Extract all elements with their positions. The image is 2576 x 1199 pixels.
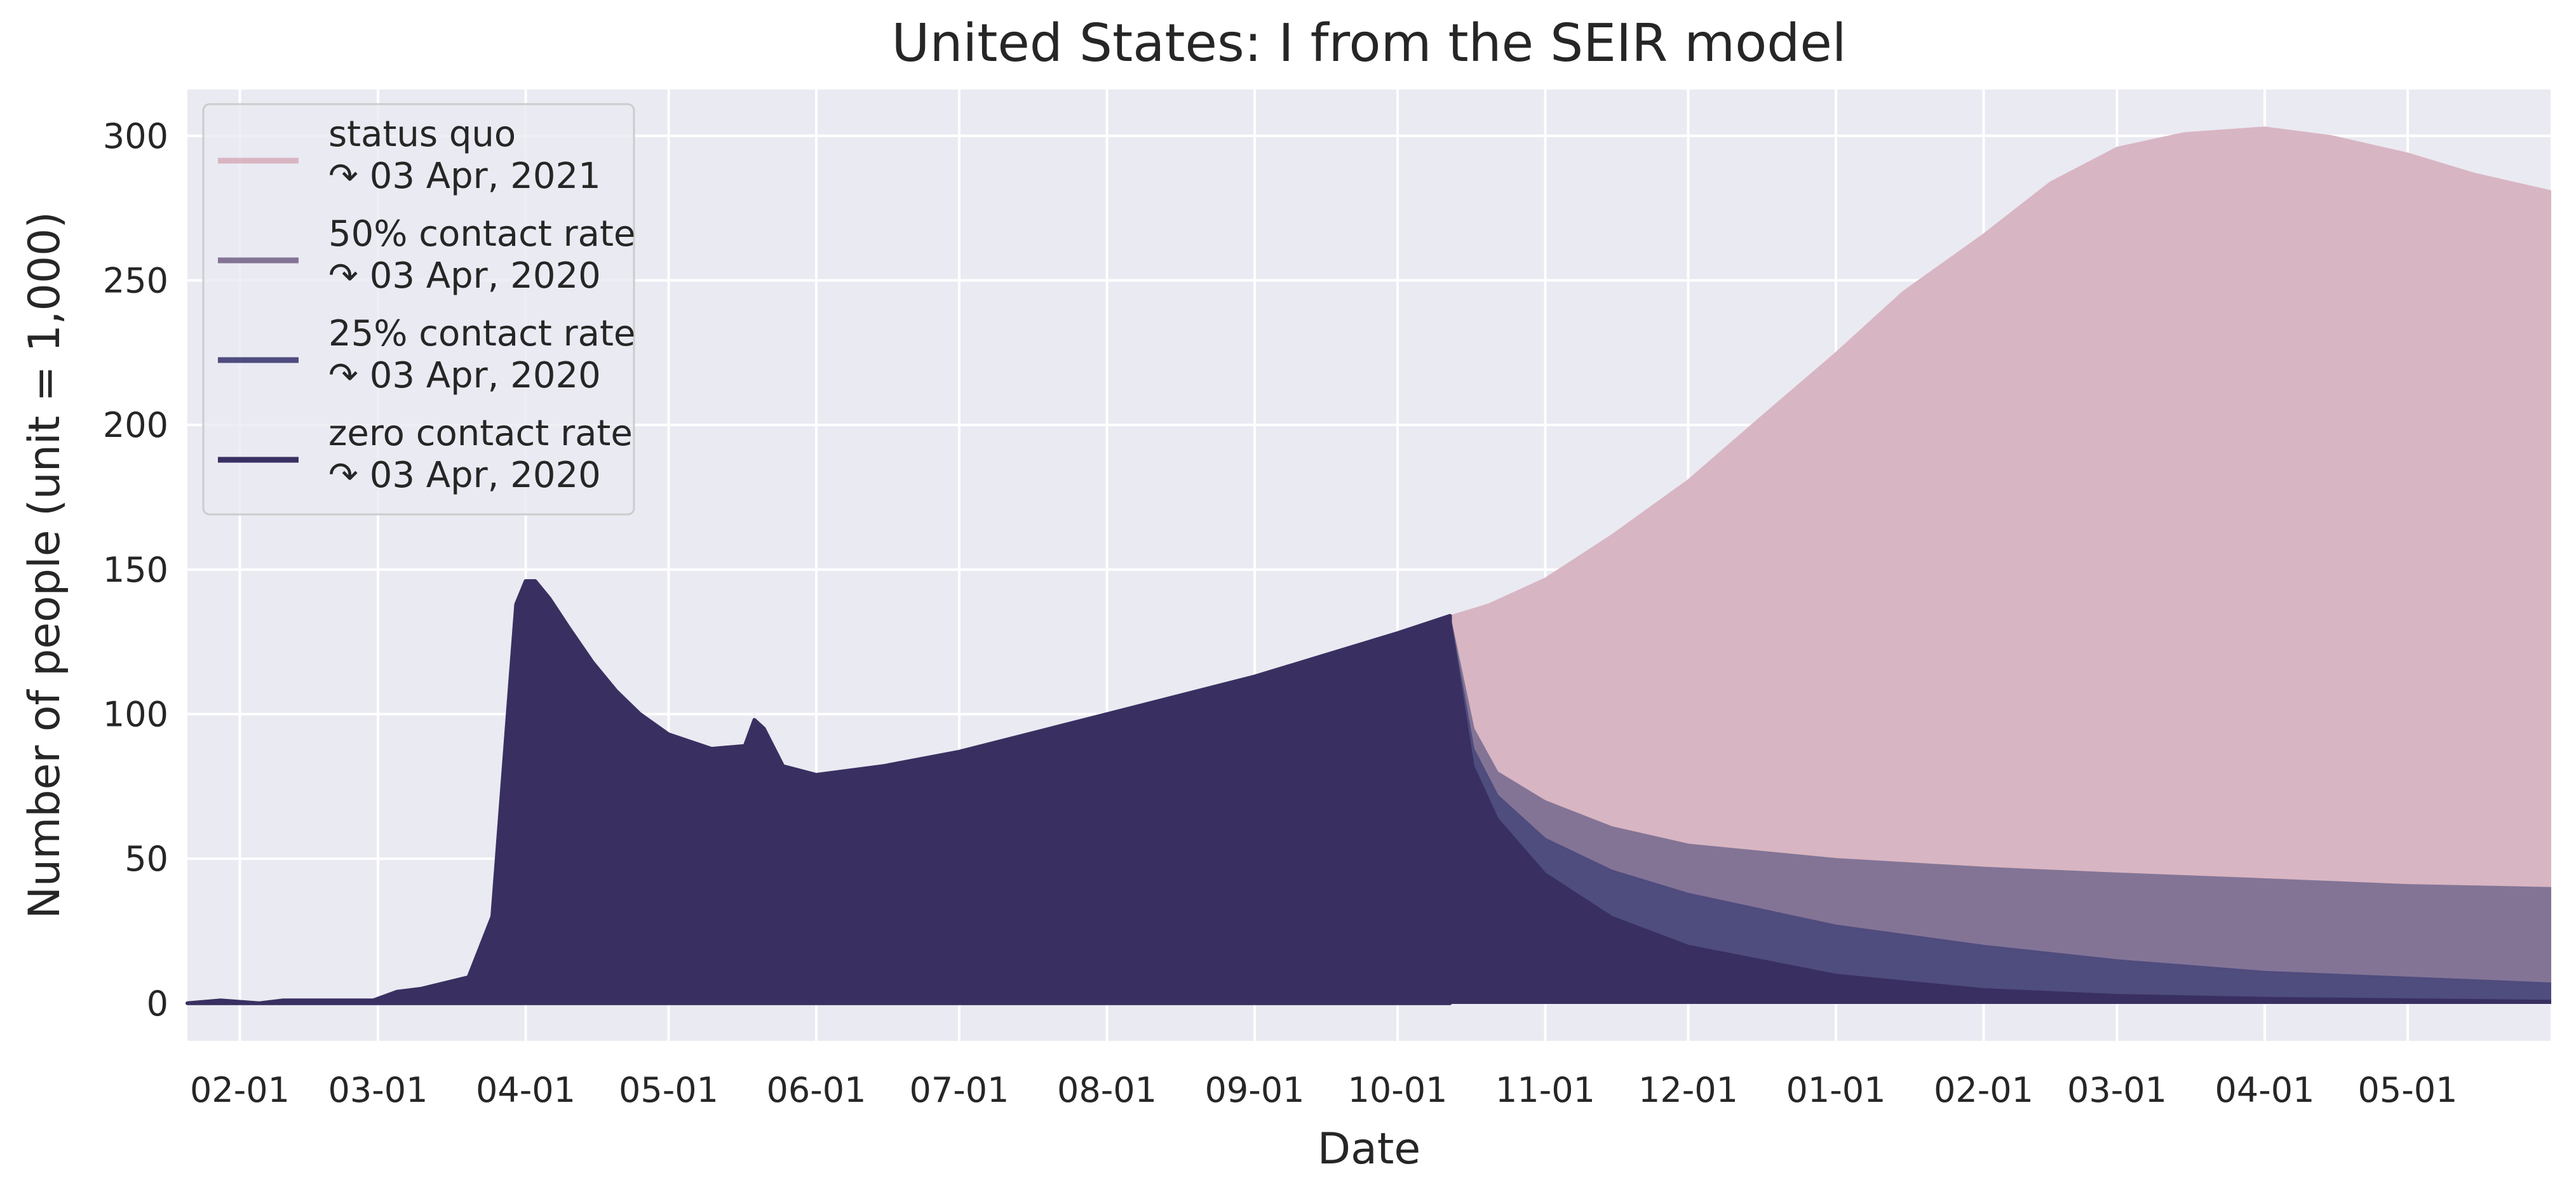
chart-title: United States: I from the SEIR model — [891, 13, 1846, 74]
y-tick-label: 150 — [103, 550, 168, 590]
area-status-quo — [1449, 126, 2551, 1004]
x-tick-label: 11-01 — [1495, 1070, 1595, 1110]
x-tick-label: 04-01 — [2215, 1070, 2315, 1110]
y-tick-label: 300 — [103, 116, 168, 156]
x-tick-label: 07-01 — [910, 1070, 1009, 1110]
x-tick-label: 04-01 — [476, 1070, 576, 1110]
legend-sublabel: ↷ 03 Apr, 2020 — [328, 355, 601, 396]
y-tick-label: 250 — [103, 261, 168, 301]
x-tick-label: 01-01 — [1786, 1070, 1886, 1110]
legend-label: 25% contact rate — [328, 313, 635, 354]
x-tick-label: 08-01 — [1057, 1070, 1157, 1110]
legend-frame — [202, 103, 635, 516]
x-tick-label: 09-01 — [1205, 1070, 1305, 1110]
legend-sublabel: ↷ 03 Apr, 2020 — [328, 455, 601, 496]
legend-label: status quo — [328, 114, 516, 155]
x-tick-label: 12-01 — [1638, 1070, 1738, 1110]
x-tick-label: 02-01 — [190, 1070, 290, 1110]
tick-labels: 0 50 100 150 200 250 300 02-01 03-01 04-01 05-01 06… — [103, 116, 2458, 1110]
area-observed-history — [185, 579, 1452, 1005]
area-series — [185, 126, 2551, 1005]
x-tick-label: 03-01 — [328, 1070, 428, 1110]
x-tick-label: 10-01 — [1348, 1070, 1448, 1110]
area-zero-contact-rate — [1449, 615, 2551, 1004]
y-tick-label: 50 — [125, 839, 168, 879]
legend-label: 50% contact rate — [328, 213, 635, 255]
x-axis-title: Date — [1318, 1124, 1421, 1174]
x-tick-label: 02-01 — [1934, 1070, 2033, 1110]
x-tick-label: 05-01 — [2358, 1070, 2458, 1110]
y-tick-label: 100 — [103, 694, 168, 734]
y-tick-label: 200 — [103, 405, 168, 445]
legend-label: zero contact rate — [328, 413, 633, 454]
legend-sublabel: ↷ 03 Apr, 2021 — [328, 156, 601, 197]
y-axis-title: Number of people (unit = 1,000) — [20, 211, 70, 919]
area-25-contact-rate — [1449, 615, 2551, 1004]
x-tick-label: 03-01 — [2067, 1070, 2167, 1110]
legend-sublabel: ↷ 03 Apr, 2020 — [328, 255, 601, 297]
y-tick-label: 0 — [147, 984, 168, 1024]
legend: status quo↷ 03 Apr, 2021 50% contact rate… — [202, 103, 635, 516]
x-tick-label: 06-01 — [767, 1070, 867, 1110]
x-tick-label: 05-01 — [619, 1070, 718, 1110]
